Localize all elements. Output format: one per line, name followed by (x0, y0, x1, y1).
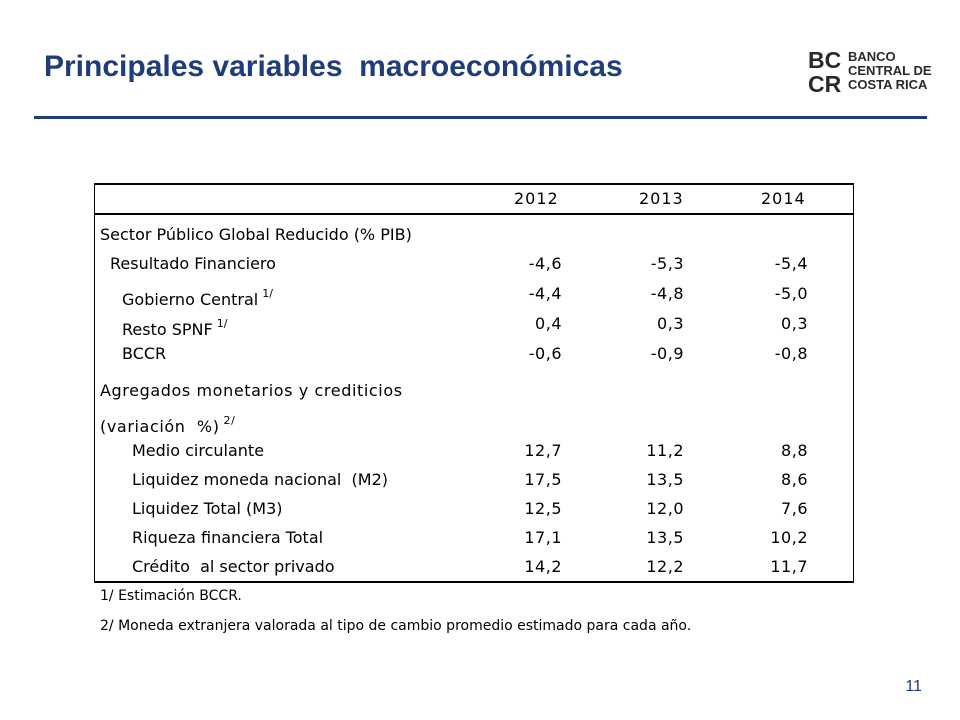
bccr-logo: BC CR BANCO CENTRAL DE COSTA RICA (808, 46, 932, 98)
row-value-2014: -5,0 (774, 284, 808, 303)
year-2013: 2013 (639, 189, 684, 208)
row-value-2014: 8,6 (781, 470, 808, 489)
year-2014: 2014 (761, 189, 806, 208)
row-label: Liquidez Total (M3) (132, 499, 283, 518)
footnote-marker: 2/ (223, 414, 236, 427)
row-value-2013: 13,5 (646, 528, 684, 547)
row-value-2013: -4,8 (650, 284, 684, 303)
row-value-2012: 0,4 (535, 314, 562, 333)
row-value-2012: -4,6 (528, 254, 562, 273)
page-title: Principales variables macroeconómicas (44, 50, 623, 83)
row-label: Riqueza financiera Total (132, 528, 324, 547)
section-heading-variacion: (variación %) (100, 417, 220, 436)
footnote-1: 1/ Estimación BCCR. (100, 588, 242, 604)
row-label: Liquidez moneda nacional (M2) (132, 470, 388, 489)
row-value-2012: 14,2 (524, 557, 562, 576)
page-number: 11 (905, 678, 922, 695)
row-value-2014: 0,3 (781, 314, 808, 333)
row-value-2013: -0,9 (650, 344, 684, 363)
row-label: Medio circulante (132, 441, 265, 460)
section-heading-sector-publico: Sector Público Global Reducido (% PIB) (100, 225, 412, 244)
row-value-2012: 17,1 (524, 528, 562, 547)
footnote-marker: 1/ (262, 287, 273, 300)
svg-text:BC: BC (808, 47, 841, 73)
row-value-2014: 10,2 (770, 528, 808, 547)
row-label: Resultado Financiero (110, 254, 276, 273)
row-value-2013: 11,2 (646, 441, 684, 460)
title-underline (34, 116, 927, 119)
svg-text:CR: CR (808, 71, 842, 97)
row-value-2013: 13,5 (646, 470, 684, 489)
row-value-2012: 17,5 (524, 470, 562, 489)
section-heading-agregados: Agregados monetarios y crediticios (100, 381, 403, 400)
bccr-logo-wordmark: BANCO CENTRAL DE COSTA RICA (848, 50, 932, 92)
logo-line-1: BANCO (848, 49, 896, 64)
row-value-2014: 8,8 (781, 441, 808, 460)
year-2012: 2012 (514, 189, 559, 208)
row-value-2014: -0,8 (774, 344, 808, 363)
table-bottom-rule (94, 581, 854, 583)
row-value-2012: 12,7 (524, 441, 562, 460)
row-value-2012: -0,6 (528, 344, 562, 363)
table-right-rule (853, 183, 854, 581)
row-value-2014: 11,7 (770, 557, 808, 576)
row-value-2014: -5,4 (774, 254, 808, 273)
footnote-marker: 1/ (216, 317, 228, 330)
row-label: Resto SPNF (122, 320, 213, 339)
row-value-2013: 12,0 (646, 499, 684, 518)
row-value-2013: -5,3 (650, 254, 684, 273)
row-value-2014: 7,6 (781, 499, 808, 518)
footnote-2: 2/ Moneda extranjera valorada al tipo de… (100, 618, 692, 634)
table-top-rule (94, 183, 854, 185)
bccr-logo-mark: BC CR (808, 47, 842, 97)
row-value-2013: 0,3 (657, 314, 684, 333)
row-value-2012: 12,5 (524, 499, 562, 518)
logo-line-3: COSTA RICA (848, 77, 928, 92)
row-label: Gobierno Central (122, 290, 259, 309)
table-header-rule (94, 213, 854, 215)
row-value-2013: 12,2 (646, 557, 684, 576)
row-label: Crédito al sector privado (132, 557, 335, 576)
row-value-2012: -4,4 (528, 284, 562, 303)
table-left-rule (94, 183, 95, 581)
row-label: BCCR (122, 344, 167, 363)
logo-line-2: CENTRAL DE (848, 63, 932, 78)
